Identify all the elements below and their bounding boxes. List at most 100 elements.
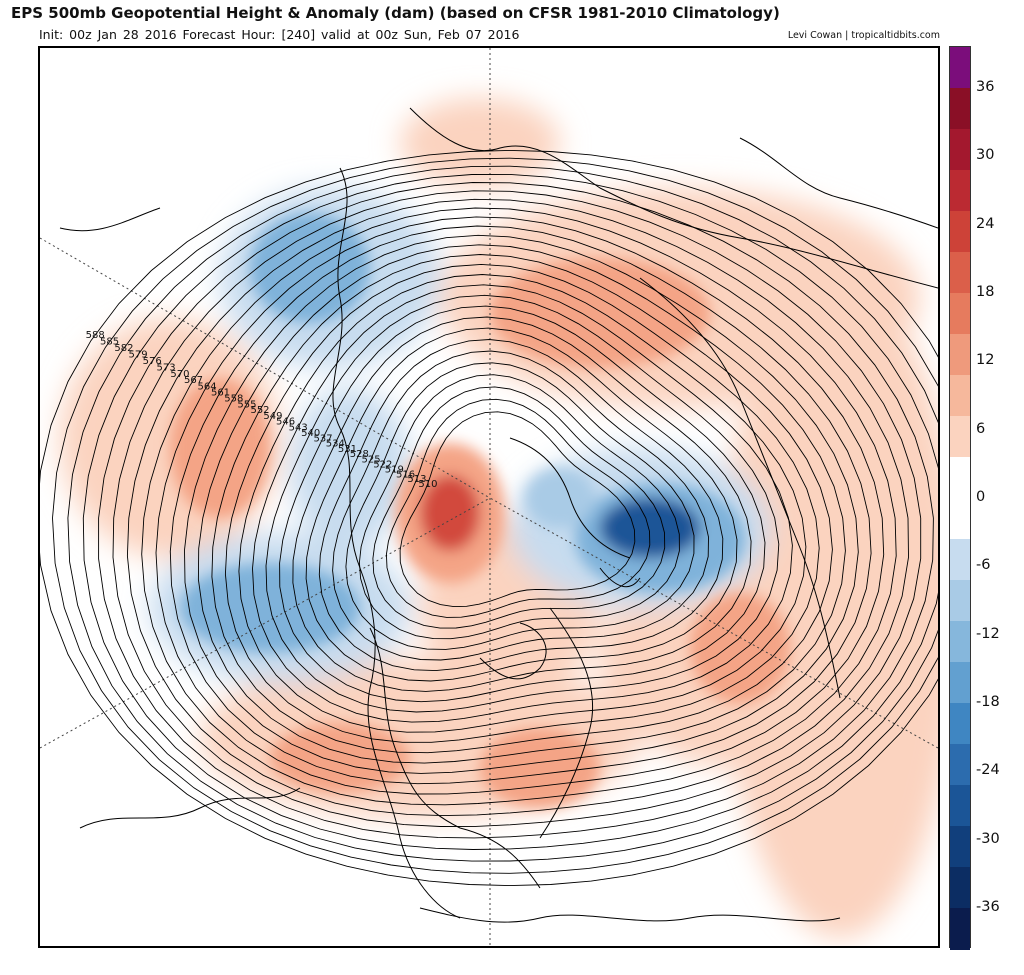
contour-line: [169, 225, 872, 785]
colorbar-tick-label: 24: [976, 215, 995, 232]
positive-anomaly-core: [420, 475, 480, 551]
colorbar-tick-label: 18: [976, 284, 995, 300]
colorbar-segment: [950, 867, 970, 909]
colorbar-tick-label: 12: [976, 352, 995, 369]
colorbar-tick-label: 30: [976, 147, 995, 164]
contour-line: [126, 198, 909, 817]
map-panel: 588 585 582 579 576 573 570 567 564 561 558 555 552 5…: [38, 46, 940, 948]
colorbar-segment: [950, 375, 970, 417]
contour-label: 543: [289, 422, 308, 433]
negative-anomaly-core: [250, 213, 370, 323]
colorbar-segment: [950, 826, 970, 868]
contour-label: 528: [350, 449, 369, 460]
negative-anomaly-core: [525, 468, 595, 528]
colorbar-segment: [950, 703, 970, 745]
colorbar-tick-label: -24: [976, 762, 1000, 779]
contour-line: [318, 339, 724, 672]
polar-stereographic-map: 5885855825795765735705675645615585555525…: [40, 48, 938, 946]
contour-line: [141, 207, 897, 806]
contour-label: 567: [184, 375, 203, 386]
contour-label: 558: [224, 393, 243, 404]
contour-label: 513: [407, 474, 426, 485]
contour-label: 510: [418, 479, 437, 490]
contour-line: [52, 157, 938, 874]
colorbar-tick-label: -36: [976, 899, 1000, 915]
graticule: [40, 48, 938, 946]
colorbar-segment: [950, 416, 970, 458]
colorbar-segment: [950, 252, 970, 294]
contour-line: [372, 386, 666, 629]
contour-label: 549: [263, 411, 282, 422]
chart-title: EPS 500mb Geopotential Height & Anomaly …: [11, 4, 780, 22]
contour-line: [399, 411, 636, 608]
colorbar-tick-label: -18: [976, 694, 1000, 710]
colorbar-segment: [950, 744, 970, 786]
contour-label: 522: [373, 459, 392, 470]
colorbar-segment: [950, 457, 970, 499]
colorbar-segment: [950, 129, 970, 171]
colorbar-segment: [950, 539, 970, 581]
colorbar-segment: [950, 334, 970, 376]
colorbar-tick-label: -30: [976, 830, 1000, 847]
contour-label: 588: [86, 330, 105, 341]
contour-line: [265, 294, 780, 713]
contour-label: 516: [396, 469, 415, 480]
contour-label: 552: [250, 405, 269, 416]
contour-line: [184, 234, 859, 774]
colorbar-segment: [950, 662, 970, 704]
contour-label: 534: [326, 439, 345, 450]
contour-label: 582: [114, 343, 133, 354]
anomaly-shading: [60, 98, 938, 938]
contour-line: [292, 316, 752, 692]
colorbar-tick-label: -12: [976, 625, 1000, 642]
contour-line: [67, 165, 938, 862]
contour-line: [252, 284, 793, 723]
colorbar-segment: [950, 293, 970, 335]
colorbar-segment: [950, 211, 970, 253]
contour-line: [197, 244, 846, 764]
contour-line: [224, 263, 820, 743]
contour-label: 576: [143, 356, 162, 367]
colorbar-tick-label: -6: [976, 557, 991, 574]
colorbar-segment: [950, 170, 970, 212]
positive-anomaly-core: [170, 378, 270, 518]
contour-line: [332, 350, 709, 661]
contour-line: [98, 182, 934, 839]
contour-label: 573: [157, 363, 176, 374]
colorbar-tick-label: 6: [976, 420, 986, 437]
contour-label: 540: [301, 428, 320, 439]
contour-line: [305, 327, 738, 682]
colorbar-tick-label: 0: [976, 489, 986, 505]
contour-line: [279, 305, 766, 703]
credit-label: Levi Cowan | tropicaltidbits.com: [787, 30, 940, 41]
colorbar-segment: [950, 498, 970, 540]
coastlines: [59, 107, 938, 923]
colorbar-segment: [950, 580, 970, 622]
anomaly-colorbar: [949, 46, 971, 950]
negative-anomaly-core: [600, 498, 700, 558]
colorbar-segment: [950, 785, 970, 827]
colorbar-segment: [950, 621, 970, 663]
contour-label: 531: [338, 444, 357, 455]
contour-line: [358, 374, 680, 640]
contour-line: [40, 149, 938, 887]
contour-label: 555: [237, 399, 256, 410]
contour-label: 585: [100, 337, 119, 348]
contour-label: 561: [211, 387, 230, 398]
positive-anomaly-core: [270, 723, 410, 793]
contour-label: 546: [276, 417, 295, 428]
positive-anomaly-region: [400, 98, 560, 188]
chart-subtitle: Init: 00z Jan 28 2016 Forecast Hour: [24…: [39, 27, 520, 42]
colorbar-segment: [950, 908, 970, 950]
positive-anomaly-core: [480, 728, 600, 808]
contour-label: 525: [362, 454, 381, 465]
contour-line: [82, 173, 938, 850]
colorbar-segment: [950, 47, 970, 89]
height-contours: [40, 149, 938, 887]
contour-line: [112, 190, 922, 827]
contour-label: 537: [314, 433, 333, 444]
contour-label: 519: [385, 464, 404, 475]
contour-line: [385, 398, 651, 618]
contour-line: [345, 362, 695, 650]
colorbar-segment: [950, 88, 970, 130]
